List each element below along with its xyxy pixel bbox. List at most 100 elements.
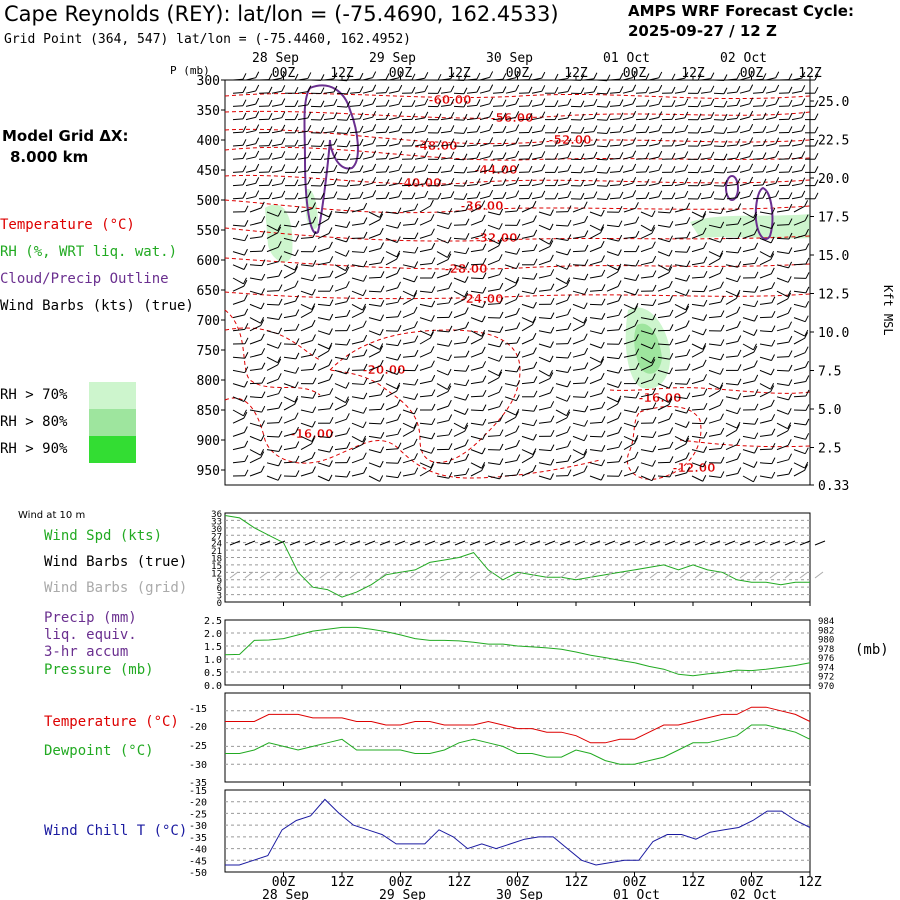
wind-barb-staff bbox=[726, 118, 737, 121]
wind-barb-staff bbox=[793, 303, 806, 308]
wind-barb-staff bbox=[470, 366, 483, 371]
wind-barb-staff bbox=[700, 117, 711, 121]
wind-barb-feather bbox=[499, 458, 504, 465]
wind-barb-feather bbox=[476, 125, 481, 132]
wind-barb-staff bbox=[232, 300, 245, 305]
wind-barb-feather bbox=[652, 460, 656, 467]
wind-barb-staff bbox=[362, 195, 373, 200]
wind-barb-staff bbox=[583, 170, 594, 173]
wind-barb-feather bbox=[333, 112, 338, 119]
wind-barb-staff bbox=[232, 409, 244, 417]
wind-barb-feather bbox=[600, 341, 605, 349]
wind-barb-feather bbox=[736, 438, 741, 445]
wind-barb-feather bbox=[702, 227, 707, 235]
wind-barb-feather bbox=[601, 459, 606, 466]
wind-barb-staff bbox=[691, 343, 704, 350]
wind-barb-staff bbox=[793, 263, 807, 266]
wind-barb-feather bbox=[411, 113, 416, 120]
wind-barb-feather bbox=[294, 395, 299, 403]
wind-barb-staff bbox=[375, 184, 387, 187]
wind-barb-feather bbox=[801, 177, 806, 184]
wind-barb-feather bbox=[584, 347, 589, 355]
wind-barb-feather bbox=[685, 437, 690, 445]
wind-barb-feather bbox=[328, 460, 333, 467]
pressure-tick-label: 550 bbox=[197, 224, 220, 239]
wind-barb-feather bbox=[242, 152, 247, 159]
wind-barb-feather bbox=[567, 72, 572, 79]
wind-barb-feather bbox=[385, 126, 390, 133]
wind-barb-staff bbox=[622, 116, 633, 121]
wind-barb-staff bbox=[402, 396, 415, 400]
wind-barb-feather bbox=[268, 152, 273, 160]
wind-barb-feather bbox=[619, 86, 624, 93]
surface-wind-barb-true bbox=[589, 540, 601, 546]
wind-barb-staff bbox=[419, 395, 432, 398]
wind-barb-feather bbox=[632, 163, 637, 171]
wind-barb-feather bbox=[720, 295, 725, 303]
wind-barb-feather bbox=[413, 424, 417, 431]
surface-wind-barb-grid bbox=[289, 571, 299, 579]
wind-barb-staff bbox=[300, 222, 313, 226]
wind-barb-feather bbox=[430, 214, 435, 221]
wind-barb-staff bbox=[793, 422, 806, 426]
wind-barb-feather bbox=[632, 124, 637, 131]
wind-barb-feather bbox=[431, 418, 436, 425]
wind-barb-staff bbox=[300, 472, 313, 477]
wind-barb-staff bbox=[596, 92, 608, 95]
wind-barb-feather bbox=[737, 393, 742, 400]
wind-barb-staff bbox=[555, 299, 568, 305]
wind-barb-staff bbox=[487, 237, 500, 245]
wind-barb-feather bbox=[550, 209, 554, 216]
wind-barb-feather bbox=[580, 74, 585, 81]
wind-barb-feather bbox=[261, 288, 265, 295]
wind-barb-staff bbox=[793, 220, 806, 226]
wind-barb-feather bbox=[346, 456, 351, 463]
wind-barb-feather bbox=[762, 139, 767, 146]
wind-barb-staff bbox=[674, 90, 685, 94]
wind-barb-feather bbox=[476, 85, 481, 93]
precip-tick-label: 2.0 bbox=[204, 629, 222, 640]
wind-barb-staff bbox=[297, 196, 308, 200]
wind-barb-staff bbox=[402, 326, 415, 332]
wind-barb-staff bbox=[505, 196, 516, 200]
wind-barb-staff bbox=[349, 78, 361, 81]
surface-wind-barb-grid bbox=[799, 571, 809, 579]
wind-barb-staff bbox=[674, 354, 687, 358]
wind-barb-staff bbox=[589, 462, 602, 467]
wind-barb-feather bbox=[346, 309, 351, 317]
wind10m-tick-label: 3 bbox=[217, 592, 222, 602]
wind-barb-feather bbox=[606, 114, 611, 121]
wind-barb-feather bbox=[320, 166, 325, 173]
wind-barb-feather bbox=[669, 367, 673, 374]
wind-barb-feather bbox=[385, 192, 390, 199]
wind-barb-feather bbox=[635, 230, 640, 238]
wind-barb-feather bbox=[737, 217, 742, 225]
wind-barb-feather bbox=[737, 335, 742, 342]
surface-wind-barb-true bbox=[364, 540, 376, 546]
wind-barb-staff bbox=[640, 343, 653, 350]
wind-barb-feather bbox=[754, 271, 759, 279]
wind-barb-feather bbox=[645, 192, 650, 199]
wind-barb-feather bbox=[465, 321, 470, 329]
wind-barb-staff bbox=[436, 224, 449, 230]
wind-barb-feather bbox=[753, 329, 758, 336]
wind-barb-staff bbox=[521, 235, 534, 239]
wind-barb-feather bbox=[482, 404, 487, 411]
wind10m-tick-label: 12 bbox=[211, 569, 222, 579]
temperature-contour bbox=[224, 128, 811, 145]
wind-barb-staff bbox=[708, 287, 721, 292]
wind-barb-feather bbox=[312, 245, 317, 253]
wind-barb-staff bbox=[725, 312, 738, 319]
wind-barb-feather bbox=[481, 330, 486, 337]
wind-barb-staff bbox=[436, 259, 449, 266]
wind-barb-feather bbox=[671, 113, 676, 120]
wind-barb-feather bbox=[601, 430, 606, 438]
wind-barb-feather bbox=[703, 402, 708, 410]
wind-barb-feather bbox=[606, 100, 611, 108]
wind-barb-staff bbox=[623, 264, 636, 267]
wind-barb-feather bbox=[397, 428, 402, 435]
wind-barb-feather bbox=[414, 467, 419, 474]
wind-barb-staff bbox=[596, 119, 608, 121]
wind-barb-feather bbox=[814, 152, 819, 160]
wind-barb-feather bbox=[244, 352, 249, 359]
